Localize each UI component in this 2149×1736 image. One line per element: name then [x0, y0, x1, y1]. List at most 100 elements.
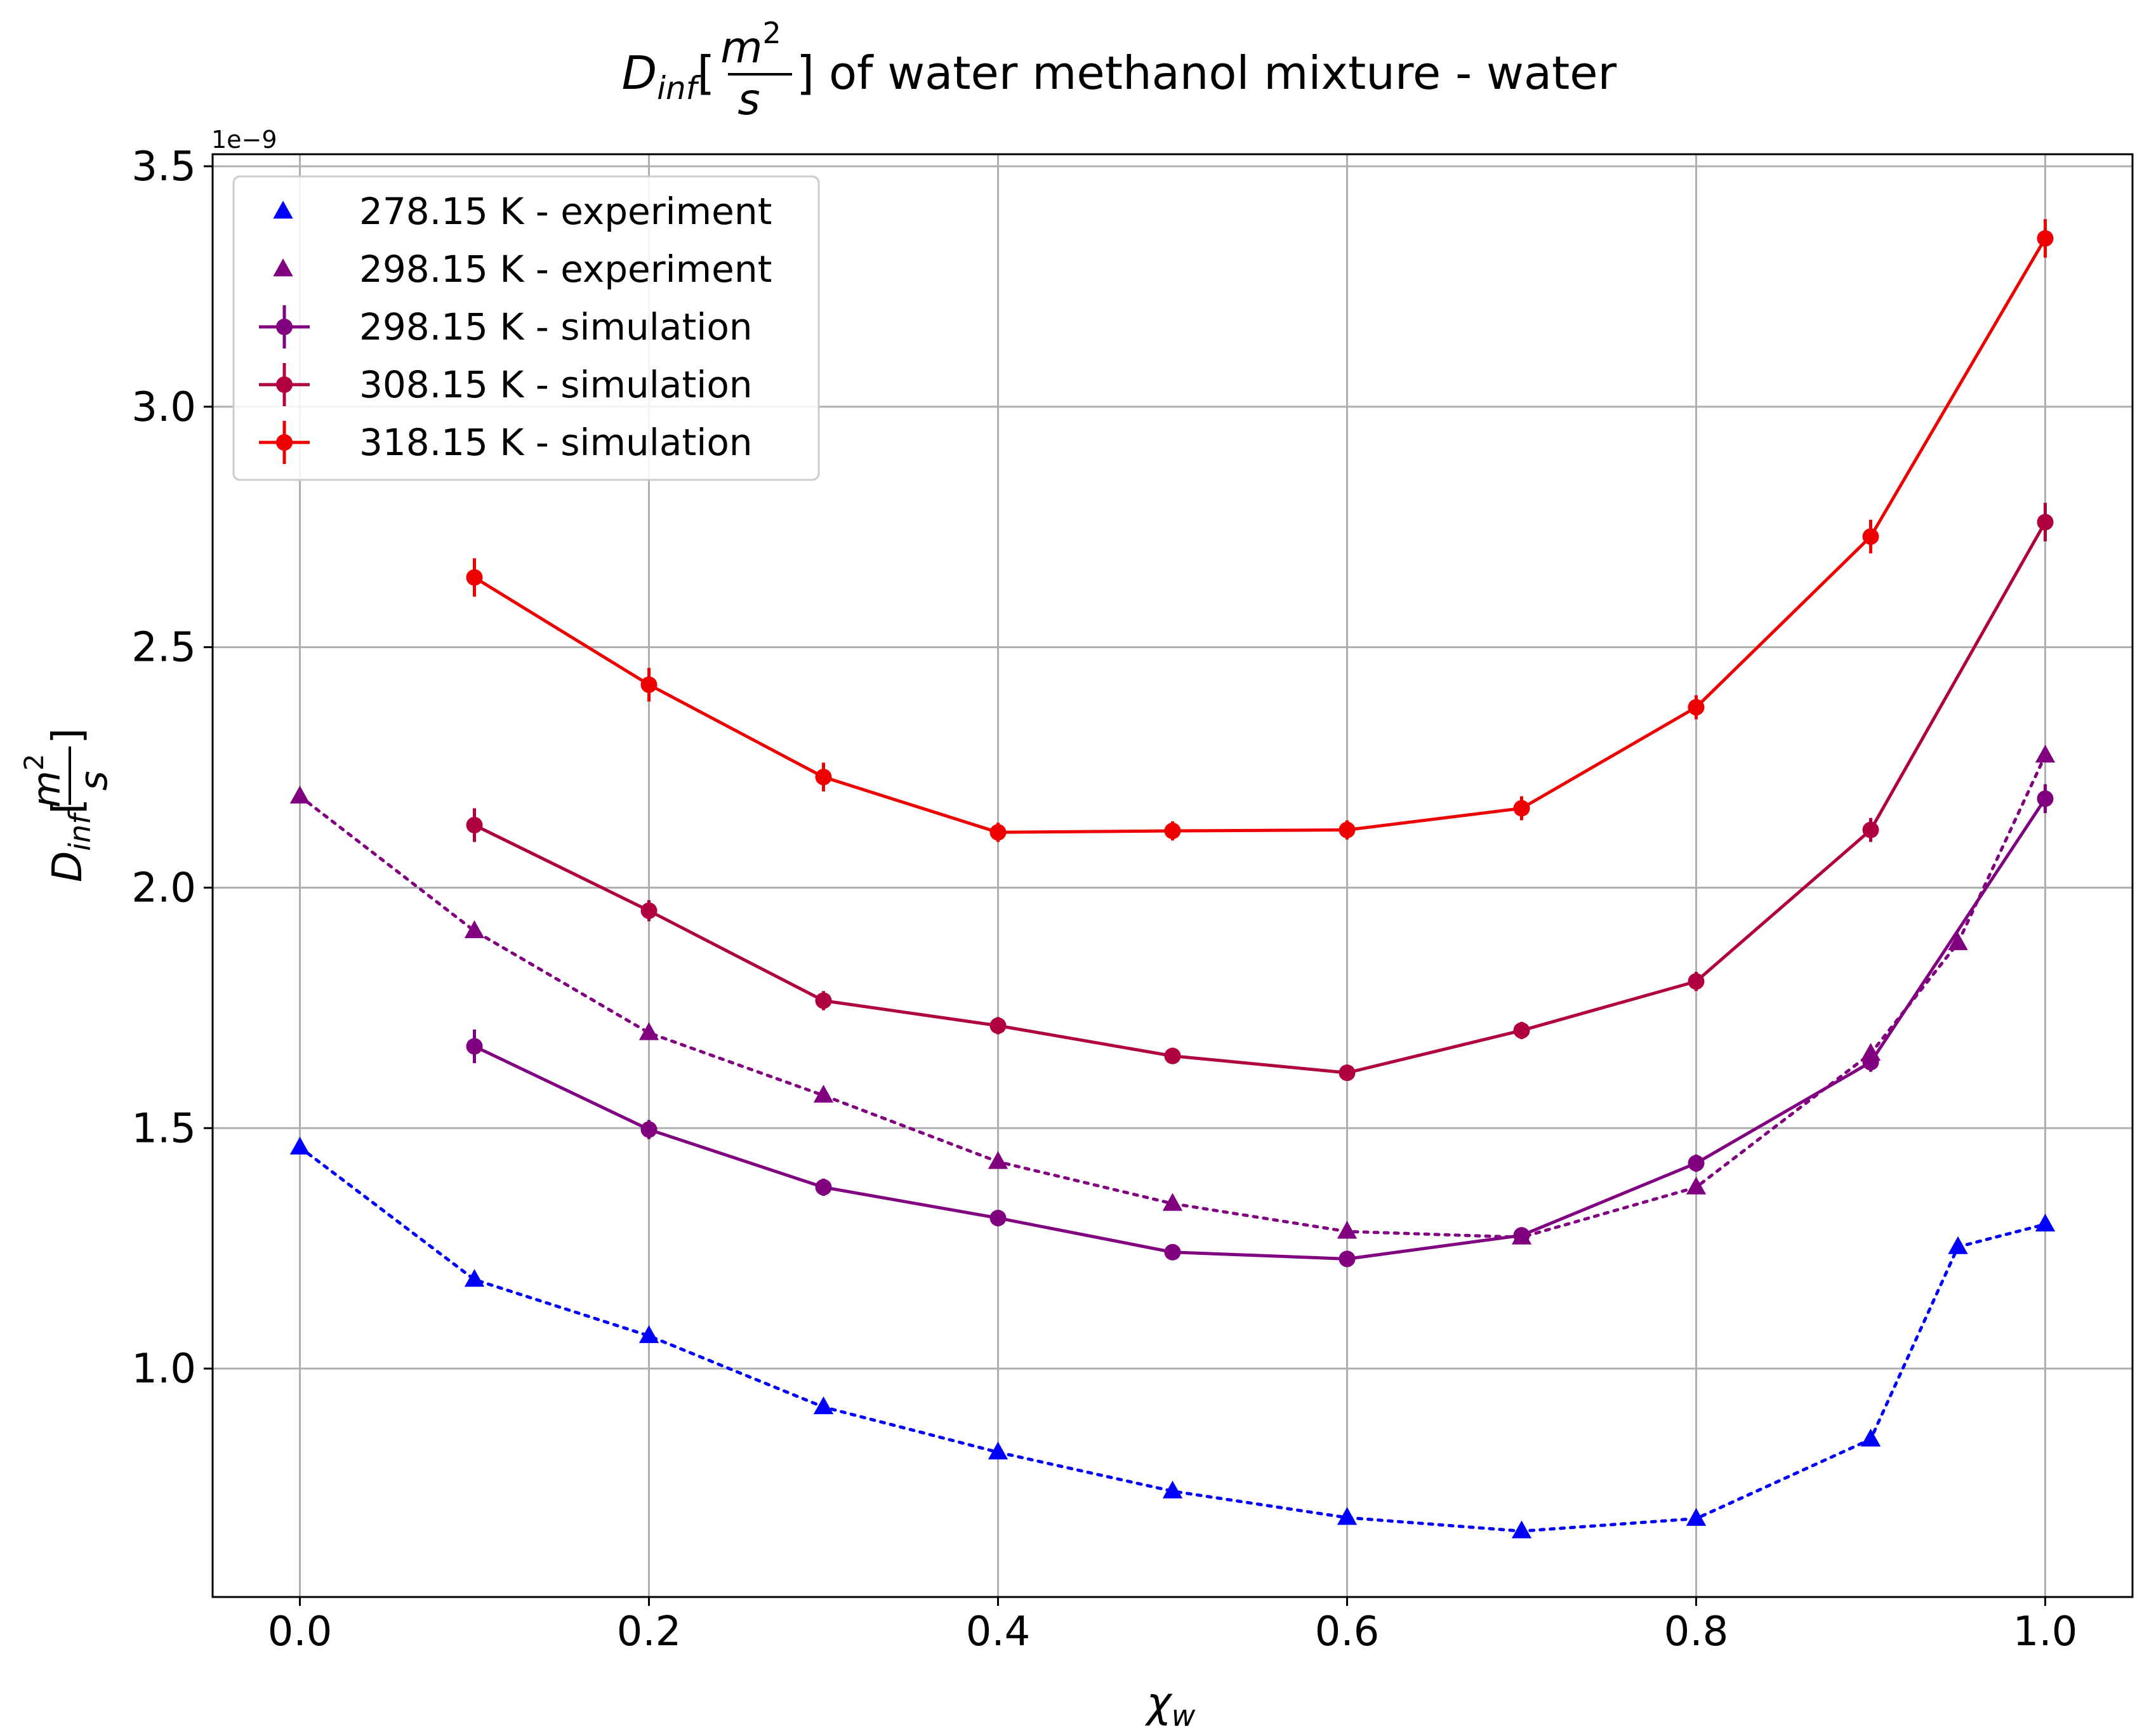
- legend-marker: [276, 434, 293, 451]
- ylabel-subscript: inf: [63, 811, 97, 851]
- y-tick-label: 1.0: [131, 1346, 196, 1393]
- legend-label: 278.15 K - experiment: [359, 190, 772, 233]
- data-point: [1337, 1507, 1358, 1525]
- title-fraction: m2 s: [720, 16, 792, 125]
- data-point: [1948, 1236, 1968, 1254]
- data-point: [466, 1038, 483, 1055]
- data-point: [1339, 1064, 1356, 1082]
- data-point: [464, 920, 485, 938]
- legend-item: 318.15 K - simulation: [259, 421, 753, 464]
- data-point: [813, 1396, 834, 1415]
- title-fraction-numerator: m2: [720, 16, 781, 73]
- data-point: [1339, 821, 1356, 838]
- data-point: [1513, 1227, 1530, 1244]
- title-frac-num-sup: 2: [762, 16, 781, 50]
- data-point: [464, 1269, 485, 1287]
- data-point: [1513, 1022, 1530, 1039]
- data-point: [1162, 1480, 1183, 1499]
- data-point: [1688, 1155, 1705, 1172]
- series-4: [466, 503, 2054, 1082]
- xlabel-subscript: w: [1172, 1699, 1196, 1733]
- legend-label: 308.15 K - simulation: [359, 363, 753, 406]
- data-point: [989, 1017, 1007, 1034]
- legend-marker: [273, 258, 293, 277]
- data-point: [289, 785, 310, 804]
- series-1: [289, 1136, 2056, 1539]
- data-point: [988, 1151, 1008, 1169]
- data-point: [989, 1209, 1007, 1226]
- data-point: [2037, 230, 2054, 247]
- series-5: [466, 219, 2054, 842]
- data-point: [813, 1085, 834, 1103]
- legend: 278.15 K - experiment 298.15 K - experime…: [232, 175, 820, 481]
- data-point: [989, 824, 1007, 841]
- data-point: [815, 992, 832, 1009]
- data-point: [815, 1179, 832, 1196]
- y-tick-label: 2.0: [131, 865, 196, 911]
- data-point: [638, 1022, 659, 1040]
- data-point: [1860, 1428, 1881, 1447]
- data-point: [1862, 821, 1879, 838]
- data-point: [1688, 699, 1705, 716]
- title-suffix-text: of water methanol mixture - water: [829, 46, 1617, 100]
- legend-marker: [276, 376, 293, 393]
- plot-frame: [211, 153, 2134, 1598]
- legend-marker: [276, 319, 293, 335]
- data-point: [1686, 1176, 1707, 1195]
- data-point: [640, 902, 658, 919]
- legend-marker: [273, 201, 293, 219]
- data-point: [1688, 973, 1705, 990]
- data-point: [1339, 1250, 1356, 1268]
- y-tick-label: 2.5: [131, 625, 196, 672]
- legend-item: 298.15 K - experiment: [273, 248, 772, 291]
- data-point: [466, 569, 483, 586]
- series-layer: [289, 219, 2056, 1539]
- y-tick-label: 3.0: [131, 384, 196, 431]
- data-point: [1337, 1221, 1358, 1239]
- x-tick-label: 1.0: [2013, 1608, 2078, 1655]
- y-tick-label: 1.5: [131, 1105, 196, 1152]
- y-tick-label: 3.5: [131, 143, 196, 190]
- y-offset-text: 1e−9: [211, 126, 277, 154]
- ylabel-symbol: D: [44, 851, 91, 882]
- data-point: [988, 1441, 1008, 1460]
- data-point: [1862, 528, 1879, 545]
- data-point: [1511, 1520, 1532, 1539]
- data-point: [2035, 745, 2056, 763]
- legend-label: 298.15 K - experiment: [359, 248, 772, 291]
- data-point: [640, 1121, 658, 1138]
- legend-item: 308.15 K - simulation: [259, 363, 753, 406]
- data-point: [289, 1136, 310, 1155]
- title-subscript: inf: [657, 70, 701, 107]
- title-symbol: D: [622, 46, 657, 100]
- xlabel-symbol: χ: [1145, 1678, 1174, 1727]
- title-suffix: ] of water methanol mixture - water: [797, 46, 1617, 100]
- data-point: [1164, 1047, 1181, 1064]
- data-point: [1513, 800, 1530, 817]
- ylabel-frac-num: m: [25, 771, 69, 807]
- data-point: [1164, 823, 1181, 840]
- series-line: [298, 1146, 2047, 1533]
- data-point: [815, 769, 832, 786]
- data-point: [2037, 790, 2054, 807]
- x-tick-label: 0.0: [268, 1608, 333, 1655]
- data-point: [466, 816, 483, 833]
- series-line: [473, 521, 2047, 1075]
- ylabel-fraction-denominator: s: [72, 771, 116, 790]
- data-point: [640, 676, 658, 693]
- ylabel-fraction-numerator: m2: [18, 753, 69, 807]
- series-line: [473, 237, 2047, 834]
- svg-text:Dinf[: Dinf[: [44, 798, 97, 882]
- x-tick-label: 0.8: [1664, 1608, 1729, 1655]
- data-point: [1862, 1054, 1879, 1071]
- chart-title: Dinf[: [622, 46, 715, 107]
- series-3: [466, 784, 2054, 1268]
- legend-item: 278.15 K - experiment: [273, 190, 772, 233]
- y-axis-label: Dinf[ m2 s ]: [18, 728, 116, 882]
- data-point: [1164, 1243, 1181, 1261]
- svg-text:]: ]: [44, 728, 91, 744]
- legend-box: [232, 175, 820, 481]
- y-axis-ticks: 1.0 1.5 2.0 2.5 3.0 3.5: [131, 143, 213, 1393]
- data-point: [2035, 1214, 2056, 1232]
- x-axis-ticks: 0.0 0.2 0.4 0.6 0.8 1.0: [268, 1597, 2078, 1655]
